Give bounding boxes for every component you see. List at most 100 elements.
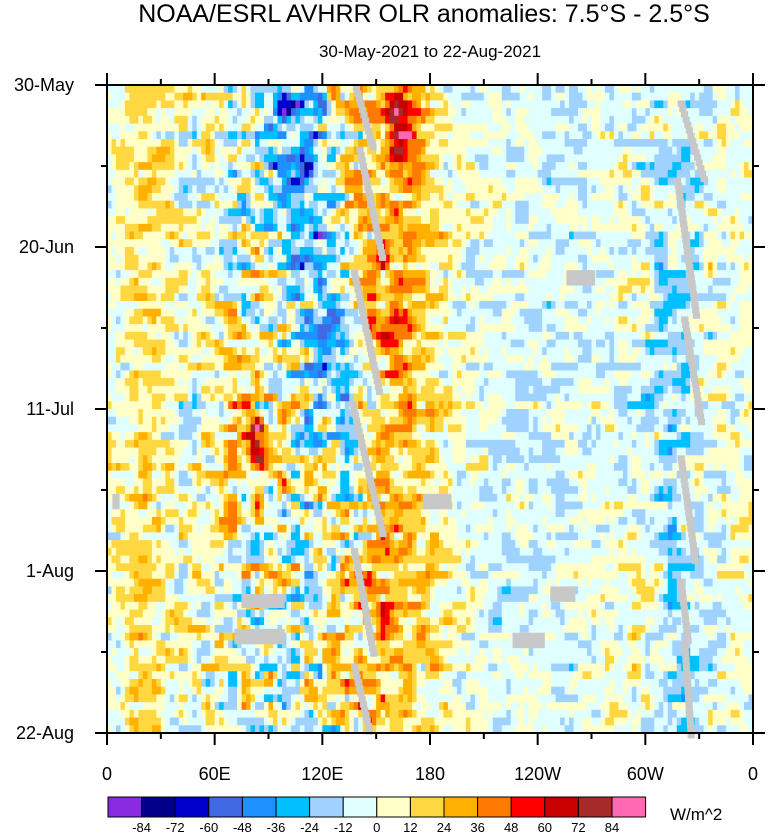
heat-cell (667, 154, 673, 163)
heat-cell (537, 277, 543, 287)
heat-cell (255, 262, 261, 271)
heat-cell (492, 154, 498, 163)
heat-cell (510, 139, 516, 148)
heat-cell (430, 324, 436, 333)
heat-cell (331, 316, 337, 325)
heat-cell (299, 301, 305, 310)
heat-cell (362, 208, 368, 217)
heat-cell (506, 85, 512, 94)
heat-cell (255, 208, 261, 217)
heat-cell (604, 339, 611, 348)
heat-cell (488, 231, 494, 240)
heat-cell (376, 131, 382, 140)
heat-cell (609, 200, 615, 210)
heat-cell (115, 293, 122, 302)
heat-cell (694, 239, 700, 248)
heat-cell (515, 231, 521, 240)
heat-cell (465, 200, 471, 210)
heat-cell (510, 193, 516, 202)
heat-cell (151, 185, 157, 194)
heat-cell (510, 277, 516, 287)
heat-cell (730, 100, 736, 109)
heat-cell (672, 262, 678, 271)
heat-cell (344, 270, 350, 279)
heat-cell (497, 308, 503, 318)
heat-cell (501, 185, 507, 194)
heat-cell (304, 208, 310, 217)
heat-cell (663, 177, 669, 186)
heat-cell (515, 185, 521, 194)
heat-cell (501, 239, 507, 248)
heat-cell (515, 293, 521, 302)
heat-cell (237, 115, 243, 125)
heat-cell (237, 324, 243, 333)
heat-cell (147, 308, 153, 318)
heat-cell (228, 200, 234, 210)
heat-cell (663, 169, 669, 179)
heat-cell (259, 331, 265, 341)
heat-cell (744, 131, 750, 140)
heat-cell (447, 347, 454, 356)
heat-cell (187, 185, 193, 194)
heat-cell (214, 223, 220, 233)
heat-cell (228, 324, 234, 333)
heat-cell (160, 85, 166, 94)
heat-cell (479, 247, 485, 256)
heat-cell (744, 293, 750, 302)
heat-cell (407, 270, 413, 279)
heat-cell (272, 277, 279, 287)
heat-cell (546, 193, 552, 202)
heat-cell (174, 92, 180, 102)
heat-cell (528, 262, 534, 271)
heat-cell (595, 169, 602, 179)
heat-cell (349, 108, 355, 117)
heat-cell (479, 92, 485, 102)
heat-cell (142, 177, 148, 186)
heat-cell (398, 169, 404, 179)
heat-cell (281, 270, 288, 279)
heat-cell (250, 100, 256, 109)
heat-cell (367, 285, 373, 294)
heat-cell (712, 216, 718, 225)
heat-cell (474, 277, 480, 287)
heat-cell (344, 216, 350, 225)
heat-cell (474, 301, 480, 310)
heat-cell (340, 146, 346, 156)
heat-cell (133, 123, 140, 132)
heat-cell (443, 139, 449, 148)
heat-cell (358, 200, 364, 210)
heat-cell (649, 308, 655, 318)
heat-cell (156, 347, 162, 356)
heat-cell (510, 347, 516, 356)
heat-cell (286, 347, 292, 356)
heat-cell (524, 154, 530, 163)
heat-cell (304, 231, 310, 240)
heat-cell (667, 231, 673, 240)
heat-cell (201, 169, 207, 179)
heat-cell (124, 193, 131, 202)
heat-cell (120, 285, 126, 294)
heat-cell (246, 308, 252, 318)
heat-cell (515, 162, 521, 171)
heat-cell (246, 301, 252, 310)
heat-cell (649, 324, 655, 333)
heat-cell (537, 347, 543, 356)
heat-cell (663, 254, 669, 264)
heat-cell (636, 185, 642, 194)
heat-cell (353, 115, 359, 125)
heat-cell (483, 177, 489, 186)
heat-cell (519, 277, 525, 287)
heat-cell (555, 239, 561, 248)
heat-cell (228, 169, 234, 179)
heat-cell (438, 301, 445, 310)
heat-cell (111, 293, 117, 302)
heat-cell (147, 285, 153, 294)
heat-cell (748, 185, 754, 194)
heat-cell (138, 185, 144, 194)
heat-cell (667, 85, 673, 94)
heat-cell (115, 92, 122, 102)
heat-cell (609, 131, 615, 140)
heat-cell (120, 223, 126, 233)
heat-cell (578, 239, 584, 248)
heat-cell (587, 123, 593, 132)
